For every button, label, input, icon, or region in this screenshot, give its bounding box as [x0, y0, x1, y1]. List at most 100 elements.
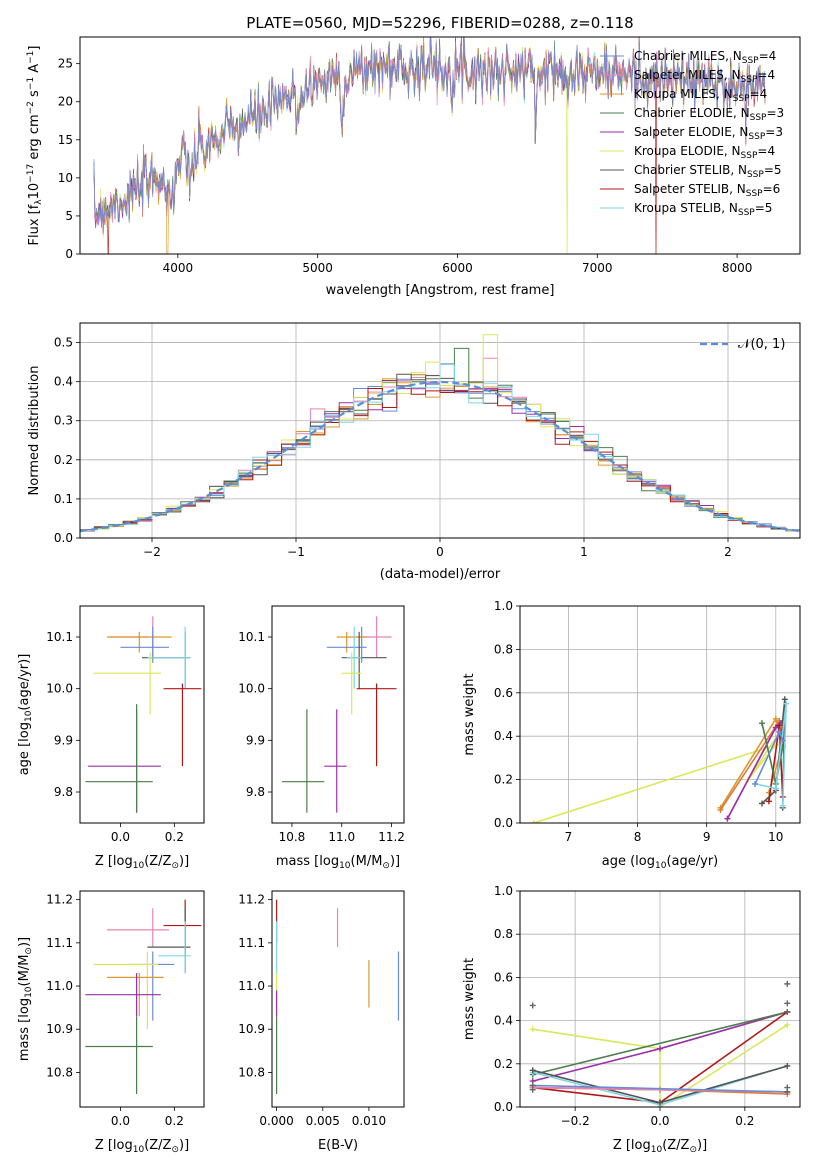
mw-marker-chabrier-stelib	[758, 800, 765, 807]
mw-marker-chabrier-miles	[752, 780, 759, 787]
spectrum-legend: Chabrier MILES, NSSP=4 Salpeter MILES, NS…	[600, 49, 784, 218]
tick-label-y: 0.4	[494, 1014, 513, 1028]
tick-label-y: 10.1	[46, 630, 73, 644]
mw-marker-salpeter-elodie	[772, 724, 779, 731]
frame-mass_vs_ebv	[271, 890, 405, 1108]
tick-label-y: 10.9	[46, 1022, 73, 1036]
frame-age_vs_mass	[271, 605, 405, 824]
mw-extra-marker	[529, 1002, 536, 1009]
frame-mass_vs_Z	[79, 890, 205, 1108]
tick-label-y: 11.1	[46, 936, 73, 950]
lines-mw_vs_age	[530, 696, 790, 823]
tick-label-y: 0.2	[494, 773, 513, 787]
tick-label-x: 2	[724, 545, 732, 559]
tick-label-y: 0.6	[494, 686, 513, 700]
xlabel-mw_vs_age: age (log10(age/yr)	[602, 854, 718, 871]
tick-label-y: 0.0	[54, 531, 73, 545]
xlabel-age_vs_Z: Z [log10(Z/Z⊙)]	[95, 854, 189, 871]
tick-label-x: 8	[634, 830, 642, 844]
mw-line-chabrier-elodie	[532, 1011, 788, 1076]
tick-label-y: 0.8	[494, 927, 513, 941]
errorbars-age_vs_mass	[281, 616, 397, 813]
legend-label-kroupa-stelib: Kroupa STELIB, NSSP=5	[634, 201, 772, 218]
mw-marker-kroupa-stelib	[783, 700, 790, 707]
tick-label-y: 0.0	[494, 816, 513, 830]
legend-label-salpeter-stelib: Salpeter STELIB, NSSP=6	[634, 182, 780, 199]
hist-frame	[79, 322, 801, 539]
tick-label-y: 9.8	[246, 785, 265, 799]
tick-label-y: 0.0	[494, 1100, 513, 1114]
mw-marker-kroupa-elodie	[529, 1026, 536, 1033]
mw-marker-kroupa-elodie	[530, 820, 537, 823]
tick-label-y: 11.2	[46, 893, 73, 907]
ylabel-mass_vs_Z: mass [log10(M/M⊙)]	[17, 937, 34, 1061]
tick-label-x: 10.8	[279, 830, 306, 844]
tick-label-x: 7000	[582, 261, 613, 275]
ylabel-mw_vs_Z: mass weight	[462, 958, 477, 1040]
tick-label-y: 10.8	[238, 1065, 265, 1079]
tick-label-y: 10.1	[238, 630, 265, 644]
mw-marker-orange-extra	[717, 806, 724, 813]
lines-mw_vs_Z	[529, 980, 791, 1107]
errorbars-mass_vs_Z	[85, 899, 202, 1095]
mw-marker-chabrier-elodie	[758, 720, 765, 727]
tick-label-y: 0.4	[54, 375, 73, 389]
figure-title: PLATE=0560, MJD=52296, FIBERID=0288, z=0…	[246, 14, 633, 32]
mw-marker-salpeter-stelib	[765, 798, 772, 805]
legend-label-chabrier-elodie: Chabrier ELODIE, NSSP=3	[634, 106, 784, 123]
tick-label-x: −2	[143, 545, 161, 559]
xlabel-age_vs_mass: mass [log10(M/M⊙)]	[276, 854, 400, 871]
mw-extra-marker	[784, 980, 791, 987]
spectrum-line-chabrier-miles	[93, 37, 766, 228]
mw-marker-chabrier-stelib	[784, 1062, 791, 1069]
tick-label-x: 6000	[442, 261, 473, 275]
tick-label-y: 10.9	[238, 1022, 265, 1036]
tick-label-x: 0.0	[111, 830, 130, 844]
mw-extra-marker	[784, 1008, 791, 1015]
tick-label-y: 9.8	[54, 785, 73, 799]
tick-label-x: 9	[703, 830, 711, 844]
axes-residuals: −2 −1 0 1 2 0.0 0.1 0.2 0.3 0.4 0.5	[54, 323, 800, 559]
mw-line-kroupa-stelib	[754, 703, 787, 806]
mw-extra-marker	[784, 1088, 791, 1095]
mw-extra-marker	[529, 1086, 536, 1093]
tick-label-y: 11.2	[238, 893, 265, 907]
tick-label-y: 1.0	[494, 884, 513, 898]
tick-label-x: 0.010	[352, 1114, 386, 1128]
tick-label-y: 25	[58, 57, 73, 71]
tick-label-y: 0.1	[54, 492, 73, 506]
tick-label-x: −0.2	[561, 1114, 590, 1128]
tick-label-x: 5000	[302, 261, 333, 275]
tick-label-y: 5	[65, 209, 73, 223]
legend-label-kroupa-miles: Kroupa MILES, NSSP=4	[634, 87, 767, 104]
xlabel-mw_vs_Z: Z [log10(Z/Z⊙)]	[613, 1138, 707, 1155]
spectrum-xlabel: wavelength [Angstrom, rest frame]	[326, 283, 555, 298]
legend-label-salpeter-miles: Salpeter MILES, NSSP=4	[634, 68, 775, 85]
tick-label-x: 11.0	[328, 830, 355, 844]
axes-age_vs_Z: 0.0 0.2 9.8 9.9 10.0 10.1	[46, 616, 202, 844]
tick-label-y: 0.2	[494, 1057, 513, 1071]
axes-mass_vs_ebv: 0.000 0.005 0.010 10.8 10.9 11.0 11.1 11.2	[238, 893, 400, 1128]
mw-marker-salpeter-stelib	[776, 722, 783, 729]
mw-marker-kroupa-stelib	[772, 785, 779, 792]
tick-label-y: 0.5	[54, 336, 73, 350]
tick-label-x: 0.2	[735, 1114, 754, 1128]
ylabel-age_vs_Z: age [log10(age/yr)]	[17, 654, 34, 776]
spectrum-ylabel: Flux [fλ10−17 erg cm−2 s−1 A−1]	[26, 46, 44, 246]
tick-label-y: 9.9	[246, 733, 265, 747]
normal-curve	[80, 380, 800, 533]
tick-label-x: −1	[287, 545, 305, 559]
tick-label-y: 10	[58, 171, 73, 185]
tick-label-y: 10.0	[46, 682, 73, 696]
mw-marker-kroupa-elodie	[784, 1021, 791, 1028]
tick-label-x: 0.2	[165, 830, 184, 844]
tick-label-x: 8000	[722, 261, 753, 275]
mw-marker-salpeter-elodie	[657, 1045, 663, 1052]
tick-label-y: 10.0	[238, 682, 265, 696]
tick-label-y: 0.8	[494, 642, 513, 656]
axes-mass_vs_Z: 0.0 0.2 10.8 10.9 11.0 11.1 11.2	[46, 893, 202, 1128]
errorbars-mass_vs_ebv	[276, 899, 400, 1095]
tick-label-y: 0	[65, 247, 73, 261]
mw-marker-chabrier-stelib	[657, 1099, 663, 1106]
